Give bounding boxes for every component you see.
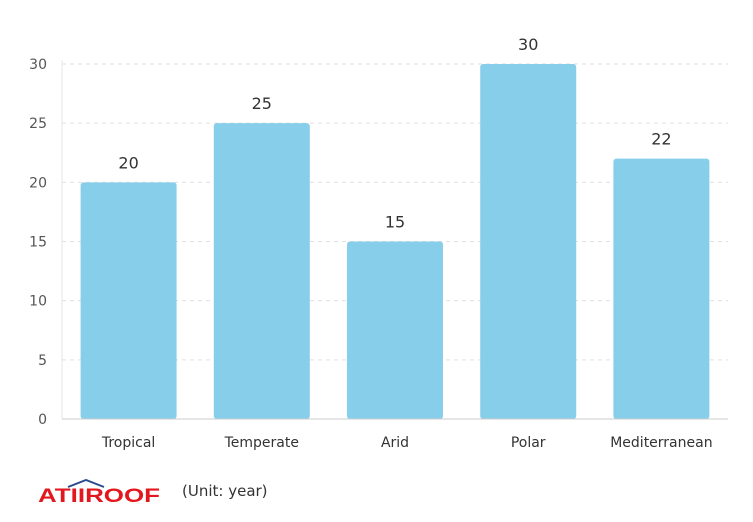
y-axis: 0 5 10 15 20 25 30 xyxy=(29,57,63,428)
y-tick-label: 10 xyxy=(29,294,47,310)
y-tick-label: 30 xyxy=(29,57,47,73)
data-label: 20 xyxy=(118,153,138,172)
x-tick-label: Tropical xyxy=(101,435,155,451)
x-tick-label: Temperate xyxy=(224,435,299,451)
data-label: 15 xyxy=(385,213,405,232)
bar xyxy=(480,64,577,419)
x-tick-label: Mediterranean xyxy=(610,435,712,451)
chart-footer: ATIIROOF (Unit: year) xyxy=(38,478,268,504)
brand-logo: ATIIROOF xyxy=(38,479,162,503)
roof-icon xyxy=(67,479,105,488)
bar xyxy=(347,241,443,419)
x-axis: Tropical Temperate Arid Polar Mediterranean xyxy=(62,418,728,451)
data-label: 30 xyxy=(518,35,538,54)
bar xyxy=(213,123,310,420)
y-tick-label: 5 xyxy=(38,353,47,369)
y-tick-label: 25 xyxy=(29,116,47,132)
brand-logo-text: ATIIROOF xyxy=(38,486,160,503)
y-tick-label: 15 xyxy=(29,235,47,251)
data-label: 22 xyxy=(651,130,671,149)
bars xyxy=(80,64,710,420)
bar-chart: 0 5 10 15 20 25 30 20 25 15 30 22 Tropical Temperat… xyxy=(29,35,728,451)
data-labels: 20 25 15 30 22 xyxy=(118,35,671,232)
bar xyxy=(80,182,177,419)
y-tick-label: 0 xyxy=(38,412,47,428)
x-tick-label: Polar xyxy=(511,435,546,451)
bar xyxy=(613,158,710,419)
y-tick-label: 20 xyxy=(29,175,47,191)
data-label: 25 xyxy=(252,94,272,113)
x-tick-label: Arid xyxy=(381,435,409,451)
unit-label: (Unit: year) xyxy=(182,482,268,500)
